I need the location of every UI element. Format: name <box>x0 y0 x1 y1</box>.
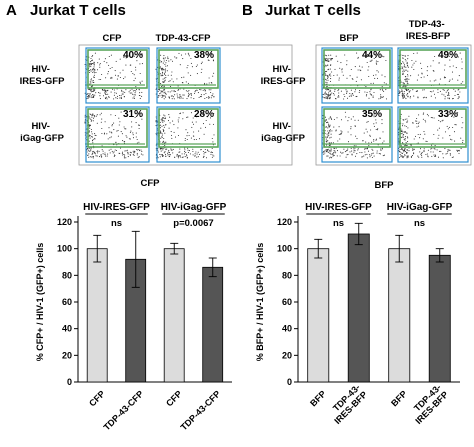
y-tick-label: 40 <box>62 324 72 334</box>
y-tick-label: 0 <box>67 377 72 387</box>
panel-b-row-label-2: HIV- iGag-GFP <box>261 121 305 144</box>
error-bar <box>131 230 140 288</box>
panel-a-col-header-2: TDP-43-CFP <box>156 33 212 44</box>
stat-label: p=0.0067 <box>173 218 213 229</box>
error-bar <box>314 238 323 259</box>
flow-plot-a-2-1 <box>84 106 150 163</box>
panel-b-pct-2-2: 33% <box>438 109 458 120</box>
y-tick-label: 100 <box>277 244 292 254</box>
error-bar <box>395 234 404 263</box>
panel-a-pct-2-1: 31% <box>123 109 143 120</box>
bar <box>307 248 330 383</box>
panel-a-row-label-2: HIV- iGag-GFP <box>20 121 64 144</box>
flow-plot-a-1-2 <box>155 47 221 104</box>
panel-b-col-header-2: TDP-43- IRES-BFP <box>406 19 451 42</box>
panel-b-pct-2-1: 35% <box>362 109 382 120</box>
panel-a-pct-1-2: 38% <box>194 50 214 61</box>
bar-chart-a: 0 20 40 60 80 100 120 % CFP+ / HIV-1 (GFP+) cel… <box>35 202 232 432</box>
group-label: HIV-iGag-GFP <box>161 202 227 213</box>
flow-plot-b-1-1 <box>321 47 393 104</box>
bar <box>388 248 411 383</box>
x-tick-label: BFP <box>308 389 328 409</box>
panel-b-letter: B <box>242 2 253 19</box>
bar <box>86 248 108 383</box>
x-tick-label: CFP <box>87 389 107 409</box>
error-bar <box>208 257 217 278</box>
bar <box>202 266 224 383</box>
y-tick-label: 0 <box>287 377 292 387</box>
x-tick-label: BFP <box>389 389 409 409</box>
stat-label: ns <box>414 218 425 229</box>
bar <box>428 254 451 383</box>
x-tick-label: TDP-43-IRES-BFP <box>406 382 450 426</box>
error-bar <box>170 242 179 255</box>
bar-chart-b: 0 20 40 60 80 100 120 % BFP+ / HIV-1 (GFP+) cel… <box>255 202 460 426</box>
panel-a-flow-plots: 40% 38% 31% 28% <box>78 44 293 166</box>
group-label: HIV-IRES-GFP <box>305 202 372 213</box>
panel-a-row-label-1: HIV- IRES-GFP <box>20 64 66 87</box>
y-tick-label: 20 <box>282 350 292 360</box>
panel-a-flow-xlabel: CFP <box>141 178 161 189</box>
y-tick-label: 60 <box>282 297 292 307</box>
panel-b-flow-xlabel: BFP <box>375 180 395 191</box>
group-label: HIV-iGag-GFP <box>387 202 453 213</box>
group-label: HIV-IRES-GFP <box>83 202 150 213</box>
panel-b-pct-1-2: 49% <box>438 50 458 61</box>
panel-a-pct-1-1: 40% <box>123 50 143 61</box>
flow-plot-b-1-2 <box>397 47 469 104</box>
panel-b-flow-plots: 44% 49% 35% 33% <box>315 44 472 166</box>
y-tick-label: 120 <box>57 217 72 227</box>
y-tick-label: 80 <box>62 270 72 280</box>
stat-label: ns <box>111 218 122 229</box>
error-bar <box>354 222 363 246</box>
x-tick-label: TDP-43-IRES-BFP <box>325 382 369 426</box>
flow-plot-b-2-1 <box>321 106 393 163</box>
y-tick-label: 20 <box>62 350 72 360</box>
y-tick-label: 40 <box>282 324 292 334</box>
panel-b-pct-1-1: 44% <box>362 50 382 61</box>
x-tick-label: CFP <box>164 389 184 409</box>
y-axis-title: % CFP+ / HIV-1 (GFP+) cells <box>35 243 45 362</box>
panel-a-pct-2-2: 28% <box>194 109 214 120</box>
y-tick-label: 80 <box>282 270 292 280</box>
bar <box>163 248 185 383</box>
panel-a-title: Jurkat T cells <box>30 2 126 19</box>
y-axis-title: % BFP+ / HIV-1 (GFP+) cells <box>255 243 265 362</box>
bar <box>347 233 370 383</box>
x-tick-label: TDP-43-CFP <box>102 389 146 433</box>
error-bar <box>435 248 444 263</box>
error-bar <box>93 234 102 263</box>
flow-plot-a-2-2 <box>155 106 221 163</box>
panel-b-col-header-1: BFP <box>340 33 360 44</box>
panel-a-letter: A <box>6 2 17 19</box>
flow-plot-b-2-2 <box>397 106 469 163</box>
panel-a-col-header-1: CFP <box>103 33 123 44</box>
stat-label: ns <box>333 218 344 229</box>
y-tick-label: 60 <box>62 297 72 307</box>
y-tick-label: 120 <box>277 217 292 227</box>
y-tick-label: 100 <box>57 244 72 254</box>
panel-b-title: Jurkat T cells <box>265 2 361 19</box>
panel-b-row-label-1: HIV- IRES-GFP <box>261 64 307 87</box>
x-tick-label: TDP-43-CFP <box>179 389 223 433</box>
flow-plot-a-1-1 <box>84 47 150 104</box>
